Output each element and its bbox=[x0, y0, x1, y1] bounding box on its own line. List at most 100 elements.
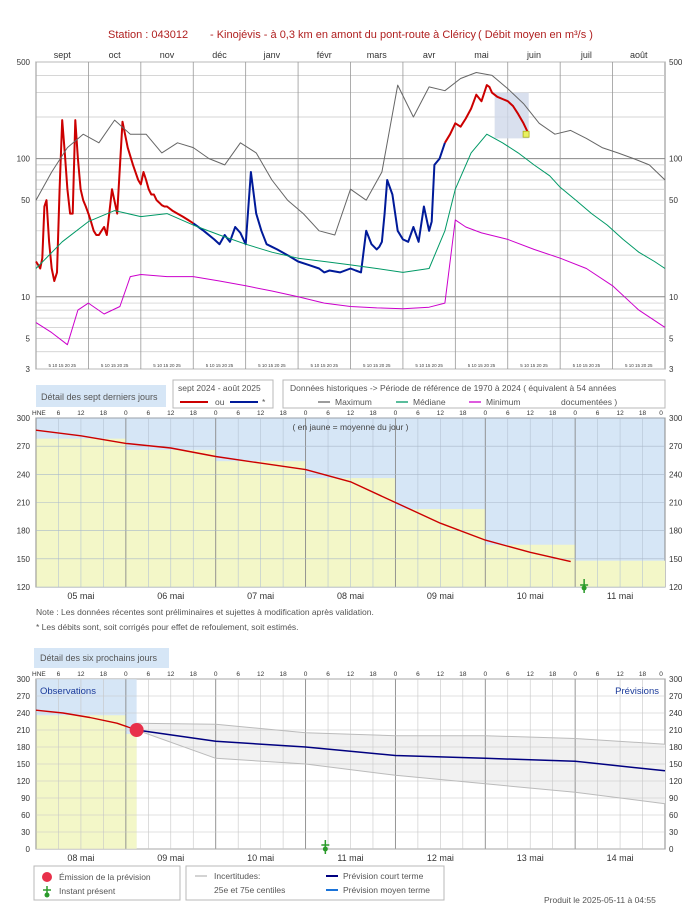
forecast-envelope bbox=[494, 92, 529, 139]
previsions-label: Prévisions bbox=[615, 686, 659, 697]
hour-label: 6 bbox=[506, 410, 510, 417]
series-observations bbox=[35, 709, 137, 731]
legend-ou: ou bbox=[215, 397, 225, 407]
day-ticks-label: 5 10 15 20 25 bbox=[48, 363, 76, 368]
day-ticks-label: 5 10 15 20 25 bbox=[311, 363, 339, 368]
hne-label: HNE bbox=[32, 410, 46, 417]
legend-markers-box bbox=[33, 865, 181, 901]
y-tick-label-right: 270 bbox=[669, 442, 683, 451]
y-tick-label-right: 120 bbox=[669, 777, 683, 786]
day-ticks-label: 5 10 15 20 25 bbox=[258, 363, 286, 368]
day-ticks-label: 5 10 15 20 25 bbox=[625, 363, 653, 368]
series-current-blue bbox=[192, 142, 446, 274]
hour-label: 0 bbox=[483, 410, 487, 417]
y-tick-label: 0 bbox=[26, 845, 31, 854]
day-ticks-label: 5 10 15 20 25 bbox=[573, 363, 601, 368]
hour-label: 0 bbox=[304, 671, 308, 678]
y-tick-label: 150 bbox=[17, 555, 31, 564]
day-label: 11 mai bbox=[607, 591, 633, 601]
legend-period-label: sept 2024 - août 2025 bbox=[178, 383, 261, 393]
day-ticks-label: 5 10 15 20 25 bbox=[101, 363, 129, 368]
hour-label: 0 bbox=[659, 671, 663, 678]
observations-label: Observations bbox=[40, 686, 96, 697]
day-label: 08 mai bbox=[337, 591, 364, 601]
y-tick-label-right: 300 bbox=[669, 414, 683, 423]
hour-label: 6 bbox=[147, 410, 151, 417]
y-tick-label: 210 bbox=[17, 726, 31, 735]
detail-7days-button[interactable] bbox=[36, 385, 166, 407]
series-current-red bbox=[35, 119, 194, 282]
emission-marker bbox=[129, 723, 144, 737]
legend-mediane: Médiane bbox=[413, 397, 446, 407]
hour-label: 6 bbox=[147, 671, 151, 678]
y-tick-label-right: 120 bbox=[669, 583, 683, 592]
section1-legend: Détail des sept derniers jours sept 2024… bbox=[36, 379, 666, 409]
legend-maximum: Maximum bbox=[335, 397, 372, 407]
legend-historic-title: Données historiques -> Période de référe… bbox=[290, 383, 616, 393]
month-label: nov bbox=[160, 50, 175, 60]
y-tick-label-right: 150 bbox=[669, 555, 683, 564]
hour-label: 12 bbox=[347, 410, 355, 417]
detail-6days-button[interactable] bbox=[34, 648, 169, 668]
legend-moyen-terme: Prévision moyen terme bbox=[343, 885, 430, 895]
legend-period-box bbox=[172, 379, 274, 409]
month-label: avr bbox=[423, 50, 436, 60]
day-label: 12 mai bbox=[427, 853, 454, 863]
y-tick-label: 150 bbox=[17, 760, 31, 769]
y-tick-label-right: 0 bbox=[669, 845, 674, 854]
day-label: 09 mai bbox=[157, 853, 184, 863]
hour-label: 12 bbox=[527, 671, 535, 678]
y-tick-label: 30 bbox=[21, 828, 30, 837]
hour-label: 18 bbox=[279, 410, 287, 417]
day-label: 11 mai bbox=[337, 853, 363, 863]
hour-label: 0 bbox=[214, 410, 218, 417]
hour-label: 0 bbox=[124, 410, 128, 417]
hour-label: 6 bbox=[596, 671, 600, 678]
hour-label: 6 bbox=[326, 410, 330, 417]
y-tick-label-right: 300 bbox=[669, 675, 683, 684]
unit-label: ( Débit moyen en m³/s ) bbox=[478, 29, 593, 41]
hour-label: 18 bbox=[369, 410, 377, 417]
y-tick-label-right: 50 bbox=[669, 196, 678, 205]
hour-label: 6 bbox=[326, 671, 330, 678]
emission-marker-icon bbox=[42, 872, 52, 882]
y-tick-label-right: 30 bbox=[669, 828, 678, 837]
legend-documented: documentées ) bbox=[561, 397, 617, 407]
day-label: 10 mai bbox=[517, 591, 544, 601]
series-flow-red bbox=[35, 429, 571, 563]
y-tick-label: 5 bbox=[26, 334, 31, 343]
y-tick-label: 270 bbox=[17, 692, 31, 701]
day-ticks-label: 5 10 15 20 25 bbox=[153, 363, 181, 368]
hour-label: 18 bbox=[190, 671, 198, 678]
series-75e-centile bbox=[136, 722, 666, 745]
hour-label: 6 bbox=[236, 410, 240, 417]
series-median bbox=[35, 133, 666, 273]
y-tick-label-right: 180 bbox=[669, 527, 683, 536]
hour-label: 12 bbox=[437, 410, 445, 417]
section3-legend: Émission de la prévision Instant présent… bbox=[33, 865, 445, 901]
hour-label: 6 bbox=[506, 671, 510, 678]
legend-star: * bbox=[262, 397, 266, 407]
legend-historic-box bbox=[282, 379, 666, 409]
month-label: juil bbox=[580, 50, 592, 60]
day-label: 08 mai bbox=[67, 853, 94, 863]
y-tick-label-right: 180 bbox=[669, 743, 683, 752]
y-tick-label-right: 210 bbox=[669, 499, 683, 508]
forecast-chart: 6 12 18 08 mai 0 6 12 18 09 mai 0 6 12 18 10 mai 0 6 12 1… bbox=[17, 671, 683, 863]
svg-text:Station : 043012: Station : 043012 bbox=[108, 29, 188, 41]
chart-subtitle: ( en jaune = moyenne du jour ) bbox=[292, 422, 408, 432]
day-label: 09 mai bbox=[427, 591, 454, 601]
y-tick-label: 120 bbox=[17, 777, 31, 786]
hour-label: 6 bbox=[236, 671, 240, 678]
hour-label: 0 bbox=[214, 671, 218, 678]
y-tick-label-right: 60 bbox=[669, 811, 678, 820]
station-id: Station : 043012 bbox=[108, 29, 188, 41]
hour-label: 6 bbox=[416, 671, 420, 678]
legend-emission: Émission de la prévision bbox=[59, 872, 151, 882]
hour-label: 18 bbox=[100, 671, 108, 678]
month-label: sept bbox=[54, 50, 72, 60]
annual-chart: sept 5 10 15 20 25 oct 5 10 15 20 25 nov 5 10… bbox=[17, 50, 683, 374]
day-ticks-label: 5 10 15 20 25 bbox=[468, 363, 496, 368]
y-tick-label-right: 210 bbox=[669, 726, 683, 735]
current-value-marker bbox=[522, 130, 530, 138]
